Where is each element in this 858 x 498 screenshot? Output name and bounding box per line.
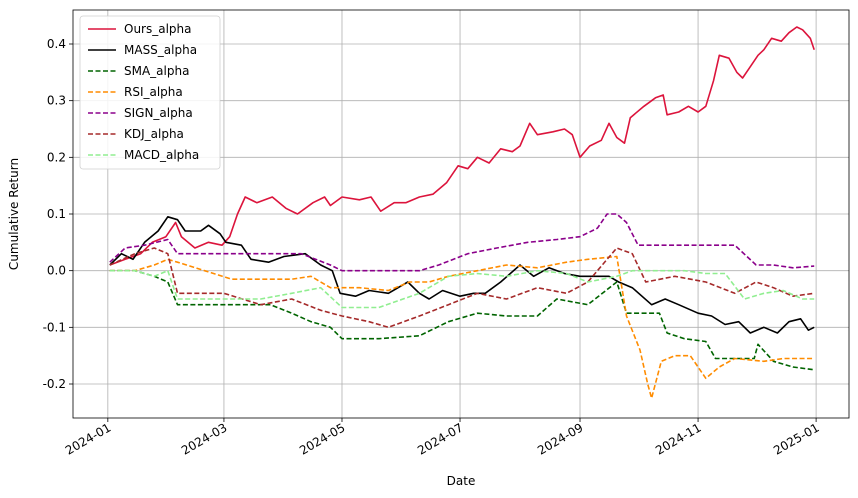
series-line-sign-alpha [109,213,815,272]
y-tick-label: 0.2 [47,150,66,164]
series-line-macd-alpha [109,269,815,309]
legend-label: Ours_alpha [124,22,192,36]
x-tick-label: 2024-11 [653,420,703,457]
x-tick-label: 2024-05 [297,420,347,457]
y-tick-label: -0.2 [43,377,66,391]
legend-label: MASS_alpha [124,43,197,57]
series-line-ours-alpha [109,26,815,266]
y-tick-label: 0.0 [47,264,66,278]
legend-label: RSI_alpha [124,85,183,99]
x-axis-label: Date [447,474,476,488]
legend-label: KDJ_alpha [124,127,184,141]
x-tick-label: 2024-07 [415,420,465,457]
x-axis: 2024-01 2024-03 2024-05 2024-07 2024-09 2024-… [63,418,822,458]
series-line-rsi-alpha [109,255,815,399]
x-tick-label: 2024-01 [63,420,113,457]
y-tick-label: -0.1 [43,320,66,334]
x-tick-label: 2024-03 [179,420,229,457]
y-axis-label: Cumulative Return [7,158,21,270]
y-tick-label: 0.4 [47,37,66,51]
legend-box [79,15,221,170]
x-tick-label: 2024-09 [535,420,585,457]
x-tick-label: 2025-01 [771,420,821,457]
legend: Ours_alpha MASS_alpha SMA_alpha RSI_alpha SI… [79,15,221,170]
series-lines [109,26,815,399]
legend-label: MACD_alpha [124,148,199,162]
y-tick-label: 0.3 [47,94,66,108]
series-line-kdj-alpha [109,247,815,329]
series-line-sma-alpha [109,269,815,371]
y-tick-label: 0.1 [47,207,66,221]
legend-label: SIGN_alpha [124,106,193,120]
series-line-mass-alpha [109,216,815,334]
legend-label: SMA_alpha [124,64,189,78]
y-axis: -0.2 -0.1 0.0 0.1 0.2 0.3 0.4 [43,37,73,391]
